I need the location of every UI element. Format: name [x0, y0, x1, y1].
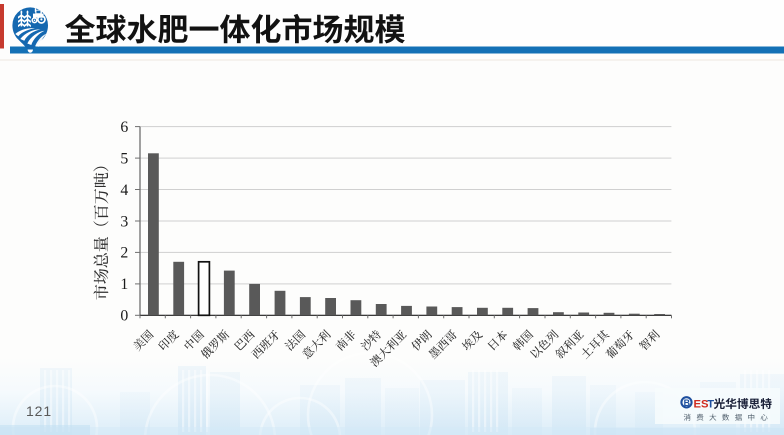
svg-text:T: T [707, 399, 714, 411]
svg-text:0: 0 [120, 308, 128, 325]
svg-text:121: 121 [26, 403, 52, 419]
svg-text:B: B [684, 398, 690, 408]
svg-text:3: 3 [120, 213, 128, 230]
svg-text:6: 6 [120, 119, 128, 136]
svg-text:1: 1 [120, 276, 128, 293]
svg-text:2: 2 [120, 245, 128, 262]
svg-text:5: 5 [120, 150, 128, 167]
svg-text:4: 4 [120, 182, 128, 199]
svg-text:ES: ES [694, 399, 709, 411]
